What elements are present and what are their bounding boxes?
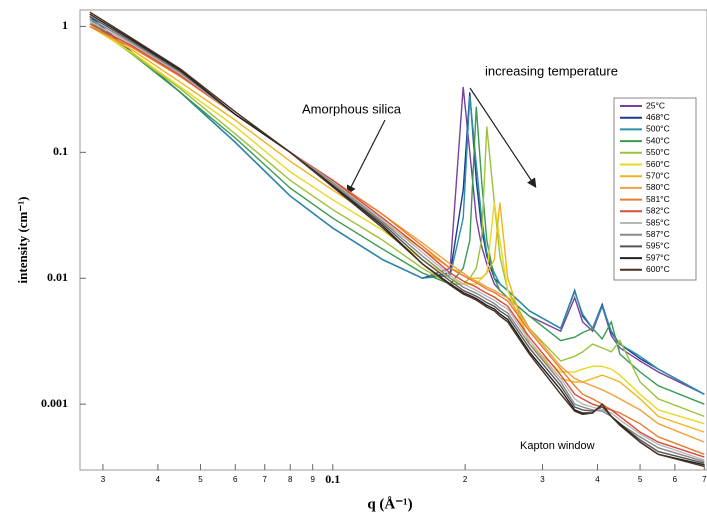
series-line xyxy=(89,25,705,433)
plot-frame xyxy=(79,9,707,471)
x-tick-label: 9 xyxy=(310,475,315,484)
annotation: Amorphous silica xyxy=(302,101,402,116)
arrow xyxy=(469,87,537,189)
legend-label: 581°C xyxy=(646,194,670,204)
x-tick-label: 7 xyxy=(262,475,267,484)
x-tick-label: 3 xyxy=(101,475,106,484)
y-tick-label: 1 xyxy=(62,18,68,32)
legend-label: 595°C xyxy=(646,241,670,251)
series-line xyxy=(89,18,705,463)
legend-label: 582°C xyxy=(646,206,670,216)
x-tick-label: 4 xyxy=(595,475,600,484)
y-axis-label: intensity (cm⁻¹) xyxy=(15,197,30,284)
y-tick-label: 0.1 xyxy=(53,144,68,158)
y-tick-label: 0.01 xyxy=(47,270,68,284)
legend-label: 560°C xyxy=(646,159,670,169)
x-tick-label: 5 xyxy=(638,475,643,484)
legend-label: 585°C xyxy=(646,217,670,227)
legend-label: 468°C xyxy=(646,112,670,122)
x-tick-label: 0.1 xyxy=(325,472,340,486)
series-line xyxy=(89,25,705,425)
arrow xyxy=(346,119,386,196)
series-line xyxy=(89,23,705,418)
series-line xyxy=(89,23,705,458)
legend-label: 587°C xyxy=(646,229,670,239)
legend-label: 580°C xyxy=(646,182,670,192)
legend xyxy=(613,97,697,281)
x-tick-label: 4 xyxy=(156,475,161,484)
legend-label: 550°C xyxy=(646,147,670,157)
x-tick-label: 6 xyxy=(233,475,238,484)
y-tick-label: 0.001 xyxy=(41,396,68,410)
legend-label: 25°C xyxy=(646,100,665,110)
x-tick-label: 7 xyxy=(702,475,707,484)
series-line xyxy=(89,13,705,466)
x-tick-label: 3 xyxy=(540,475,545,484)
annotation: Kapton window xyxy=(520,440,595,452)
legend-label: 540°C xyxy=(646,135,670,145)
series-line xyxy=(89,11,705,468)
series-line xyxy=(89,20,705,405)
legend-label: 570°C xyxy=(646,170,670,180)
x-tick-label: 6 xyxy=(673,475,678,484)
annotation: increasing temperature xyxy=(485,63,618,78)
x-tick-label: 2 xyxy=(463,475,468,484)
legend-label: 597°C xyxy=(646,252,670,262)
legend-label: 600°C xyxy=(646,264,670,274)
x-axis-label: q (Å⁻¹) xyxy=(367,496,412,512)
x-tick-label: 5 xyxy=(198,475,203,484)
legend-label: 500°C xyxy=(646,124,670,134)
x-tick-label: 8 xyxy=(288,475,293,484)
